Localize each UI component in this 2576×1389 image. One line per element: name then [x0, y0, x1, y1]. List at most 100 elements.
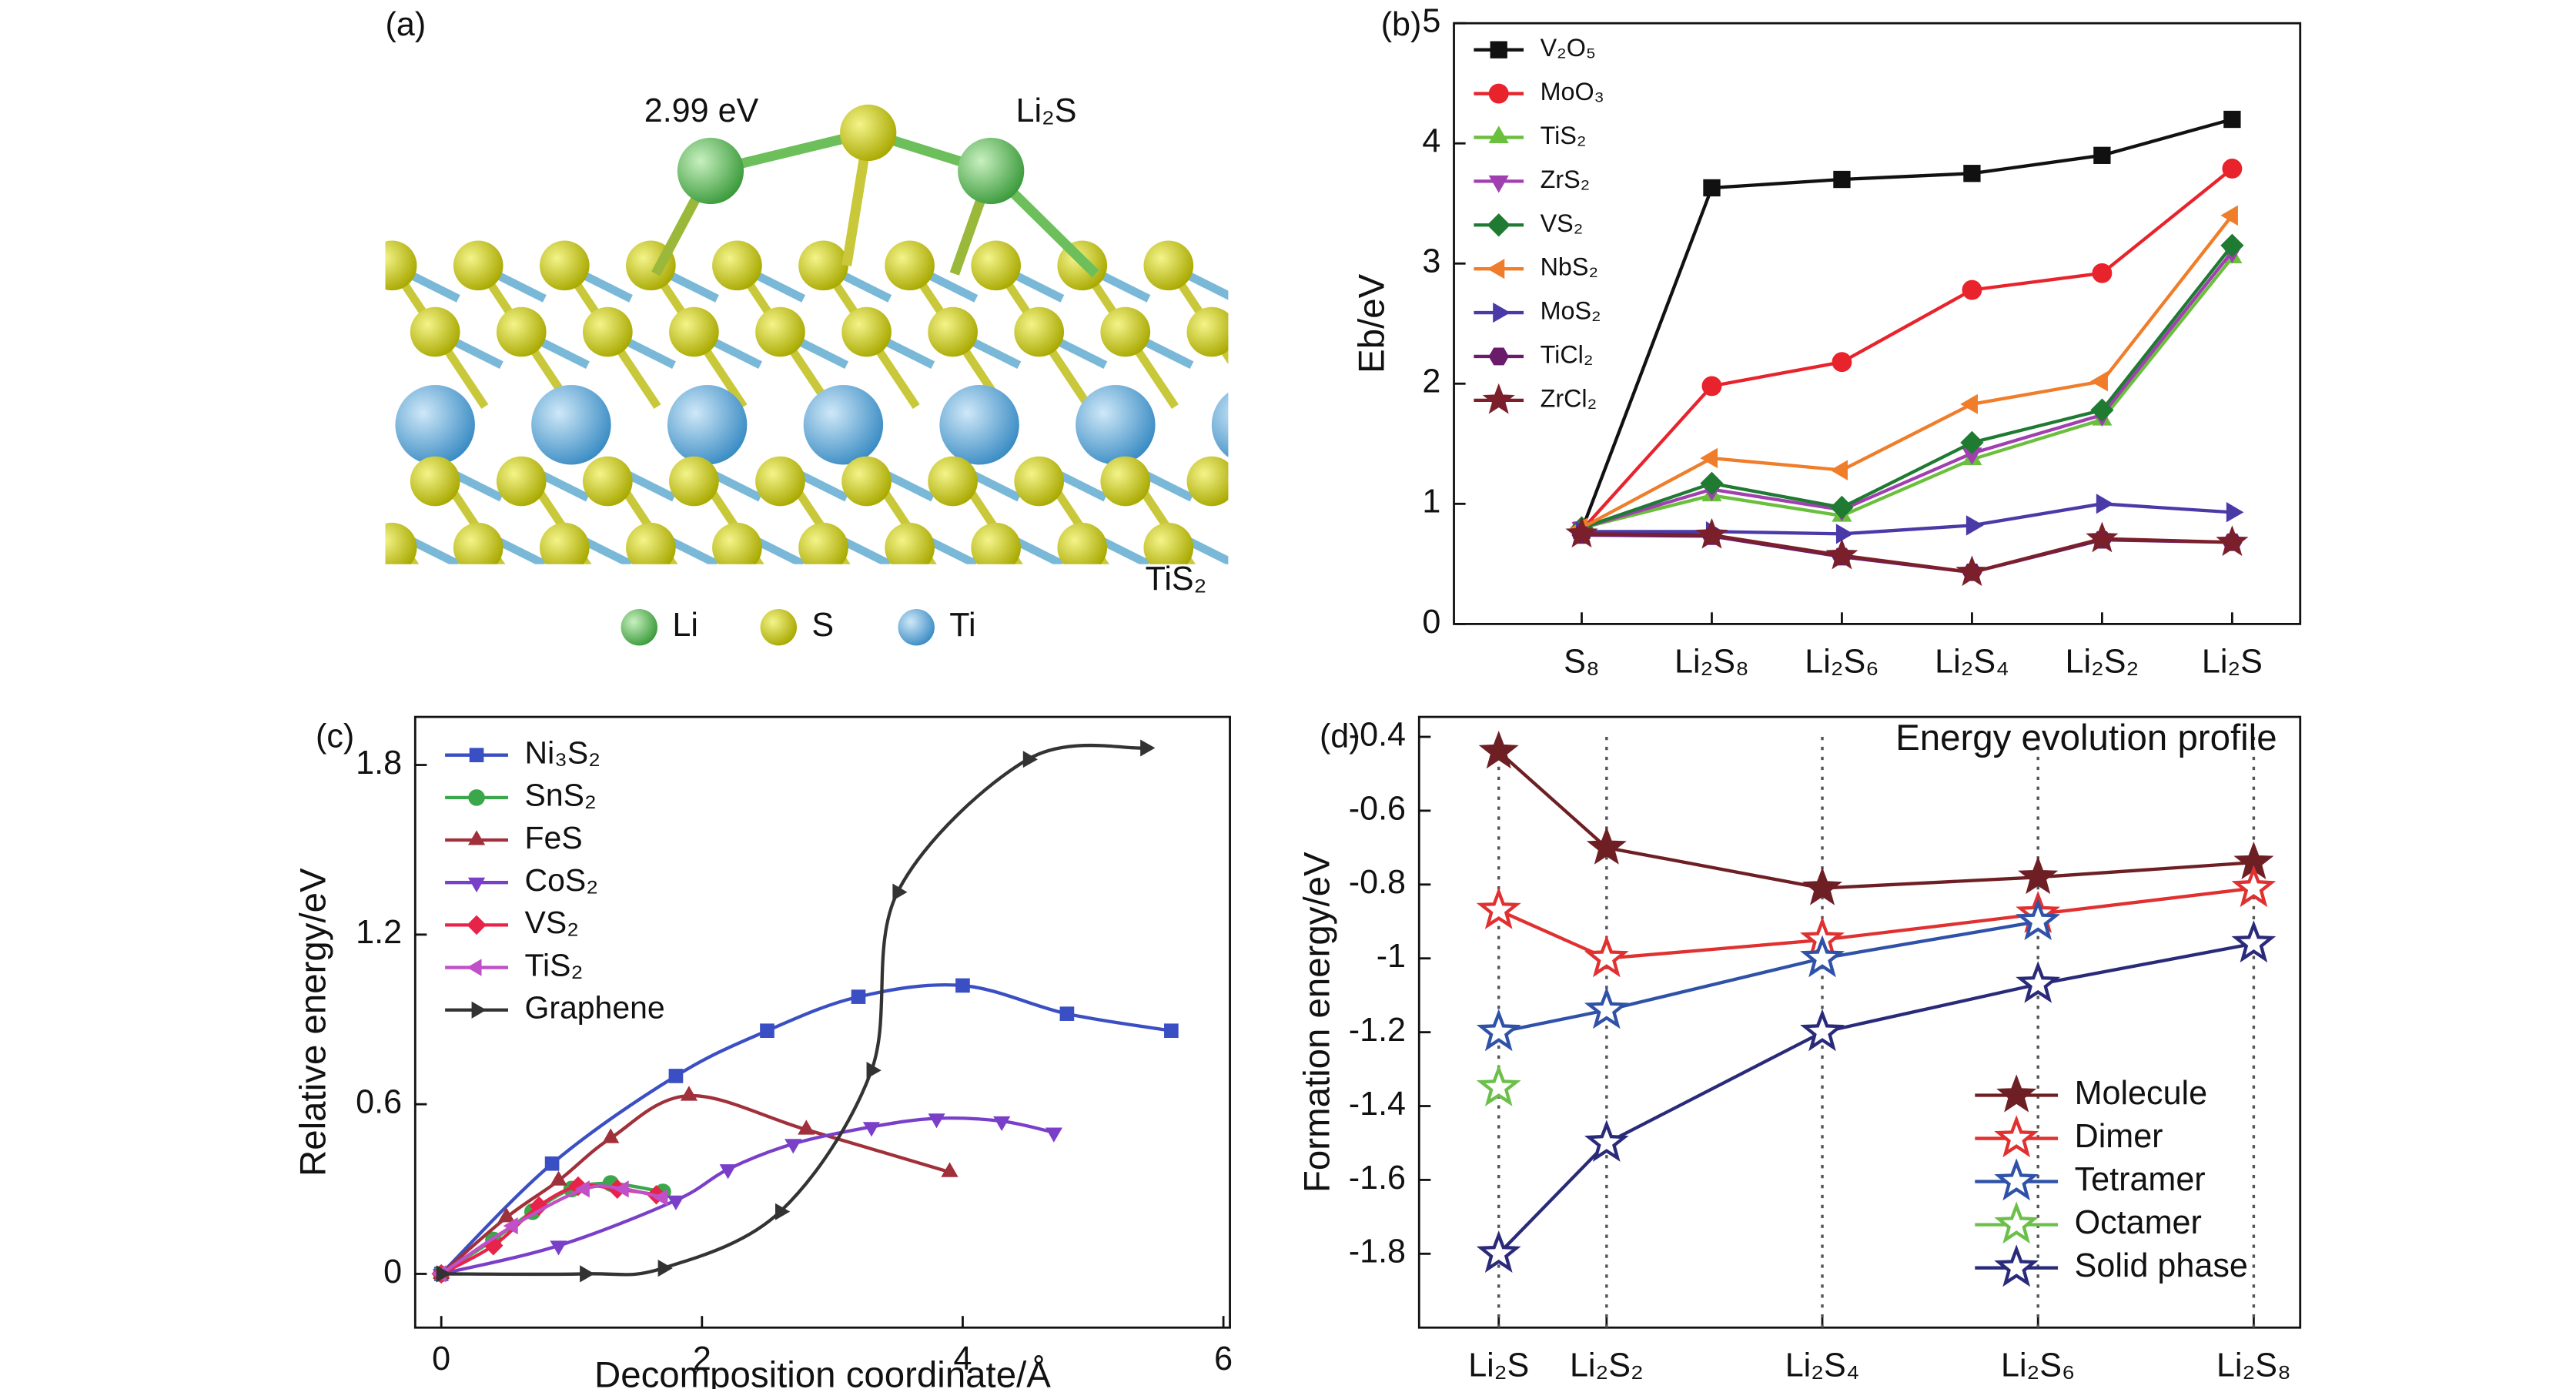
s-atom — [1230, 241, 1280, 291]
marker — [2222, 159, 2243, 179]
legend-label: Solid phase — [2075, 1247, 2248, 1284]
x-tick-label: Li₂S₆ — [2001, 1347, 2075, 1384]
x-tick-label: Li₂S — [1468, 1347, 1529, 1384]
marker — [1830, 460, 1848, 480]
y-tick-label: 0.6 — [356, 1084, 402, 1121]
marker — [2093, 146, 2111, 164]
s-atom — [453, 522, 503, 564]
s-atom — [841, 456, 892, 507]
legend-label: Molecule — [2075, 1075, 2207, 1112]
marker — [1476, 1009, 1521, 1052]
y-tick-label: -1.6 — [1349, 1160, 1406, 1197]
s-atom — [496, 456, 547, 507]
marker — [602, 1128, 620, 1143]
legend-label: TiS₂ — [525, 947, 584, 982]
marker — [1488, 126, 1509, 144]
series-line — [1581, 502, 2233, 536]
plot-frame — [413, 715, 1231, 1329]
s-atom — [840, 104, 897, 162]
marker — [1825, 538, 1858, 570]
s-atom — [798, 522, 848, 564]
marker — [2220, 205, 2238, 226]
legend-label: MoO₃ — [1541, 78, 1604, 105]
marker — [1960, 430, 1984, 454]
y-tick-label: 3 — [1422, 243, 1440, 280]
marker — [1586, 826, 1627, 865]
panel-label: (a) — [386, 6, 427, 43]
s-atom — [1100, 456, 1151, 507]
marker — [467, 830, 486, 845]
annotation: Li₂S — [1016, 92, 1077, 129]
marker — [668, 1069, 684, 1083]
y-tick-label: 2 — [1422, 363, 1440, 400]
ti-atom — [667, 385, 748, 465]
y-tick-label: 1.8 — [356, 745, 402, 782]
ti-atom — [803, 385, 884, 465]
x-tick-label: Li₂S₂ — [2066, 644, 2139, 681]
marker — [1490, 41, 1507, 59]
marker — [653, 1189, 668, 1207]
series-line — [1498, 919, 2039, 1034]
ti-atom — [1211, 392, 1229, 457]
marker — [467, 915, 487, 935]
legend-label: MoS₂ — [1541, 297, 1601, 325]
s-atom — [410, 456, 460, 507]
y-tick-label: 0 — [383, 1253, 402, 1290]
y-axis-label: Formation energy/eV — [1296, 852, 1337, 1193]
s-atom — [971, 240, 1021, 291]
marker — [1700, 471, 1724, 495]
s-atom — [1014, 456, 1065, 507]
x-tick-label: Li₂S₄ — [1785, 1347, 1860, 1384]
bond — [1255, 266, 1321, 299]
legend-label: NbS₂ — [1541, 253, 1598, 281]
s-atom — [582, 456, 633, 507]
marker — [1994, 1115, 2039, 1158]
marker — [1833, 170, 1851, 189]
s-atom — [928, 456, 978, 507]
marker — [1164, 1023, 1179, 1039]
s-atom — [669, 306, 719, 357]
marker — [1695, 517, 1728, 549]
marker — [1565, 517, 1598, 548]
marker — [1488, 347, 1509, 366]
bond — [1255, 266, 1305, 340]
marker — [1830, 495, 1854, 520]
s-atom — [1143, 522, 1194, 564]
marker — [1955, 555, 1989, 587]
marker — [468, 789, 485, 806]
marker — [1488, 83, 1509, 104]
marker — [467, 959, 482, 976]
marker — [2092, 263, 2113, 283]
series-line — [1580, 117, 2233, 531]
marker — [469, 748, 484, 762]
series-line — [1581, 250, 2234, 530]
bond — [1255, 531, 1321, 564]
series-line — [440, 1116, 1055, 1276]
y-tick-label: -1 — [1377, 938, 1406, 975]
marker — [550, 1240, 567, 1256]
plot-frame — [1417, 715, 2302, 1329]
marker — [1962, 279, 1982, 300]
marker — [2016, 961, 2061, 1003]
legend-marker — [760, 609, 798, 646]
marker — [471, 1001, 487, 1019]
x-tick-label: S₈ — [1564, 644, 1600, 681]
series-line — [1580, 167, 2233, 532]
marker — [1832, 352, 1852, 373]
s-atom — [798, 240, 848, 291]
marker — [866, 1062, 882, 1079]
legend-label: S — [811, 607, 834, 644]
s-atom — [1230, 523, 1280, 573]
x-tick-label: Li₂S — [2202, 644, 2263, 681]
li-atom — [677, 137, 744, 205]
marker — [785, 1139, 802, 1154]
marker — [2018, 856, 2059, 895]
s-atom — [582, 306, 633, 357]
marker — [1960, 393, 1978, 414]
x-tick-label: 4 — [953, 1340, 972, 1377]
s-atom — [669, 456, 719, 507]
legend-label: ZrS₂ — [1541, 166, 1591, 193]
marker — [2223, 110, 2241, 129]
s-atom — [496, 306, 547, 357]
bond — [1298, 464, 1348, 539]
